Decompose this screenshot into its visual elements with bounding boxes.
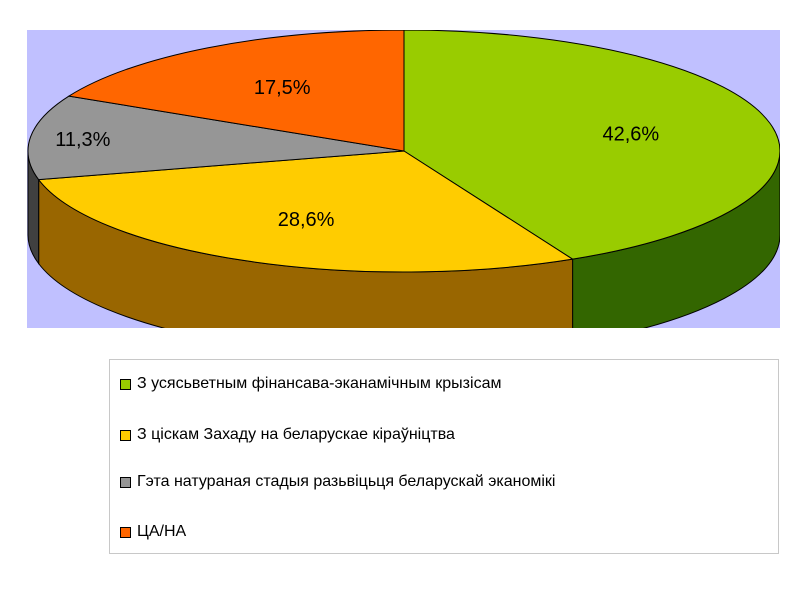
legend-swatch-west-pressure <box>120 429 131 441</box>
legend: З усясьветным фінансава-эканамічным крыз… <box>109 359 779 554</box>
legend-item-dont-know: ЦА/НА <box>120 521 186 543</box>
legend-item-natural-stage: Гэта натураная стадыя разьвіцьця беларус… <box>120 471 555 493</box>
legend-item-west-pressure: З ціскам Захаду на беларускае кіраўніцтв… <box>120 424 455 446</box>
legend-swatch-crisis <box>120 378 131 390</box>
slice-value-label-natural-stage: 11,3% <box>55 129 110 151</box>
legend-label-crisis: З усясьветным фінансава-эканамічным крыз… <box>137 375 502 392</box>
slice-top-crisis <box>403 30 780 260</box>
legend-label-dont-know: ЦА/НА <box>137 523 187 540</box>
slice-value-label-dont-know: 17,5% <box>254 77 311 99</box>
pie-chart: 42,6% 28,6% 11,3% 17,5% <box>27 30 780 328</box>
chart-area: 42,6% 28,6% 11,3% 17,5% <box>27 30 780 328</box>
slice-top-west-pressure <box>37 150 574 273</box>
slice-value-label-west-pressure: 28,6% <box>278 209 335 231</box>
legend-item-crisis: З усясьветным фінансава-эканамічным крыз… <box>120 373 501 395</box>
legend-swatch-natural-stage <box>120 476 131 488</box>
legend-label-west-pressure: З ціскам Захаду на беларускае кіраўніцтв… <box>137 426 455 443</box>
slice-top-natural-stage <box>27 95 405 181</box>
slice-top-dont-know <box>67 30 405 152</box>
slice-value-label-crisis: 42,6% <box>602 124 659 146</box>
legend-swatch-dont-know <box>120 526 131 538</box>
legend-label-natural-stage: Гэта натураная стадыя разьвіцьця беларус… <box>137 473 556 490</box>
